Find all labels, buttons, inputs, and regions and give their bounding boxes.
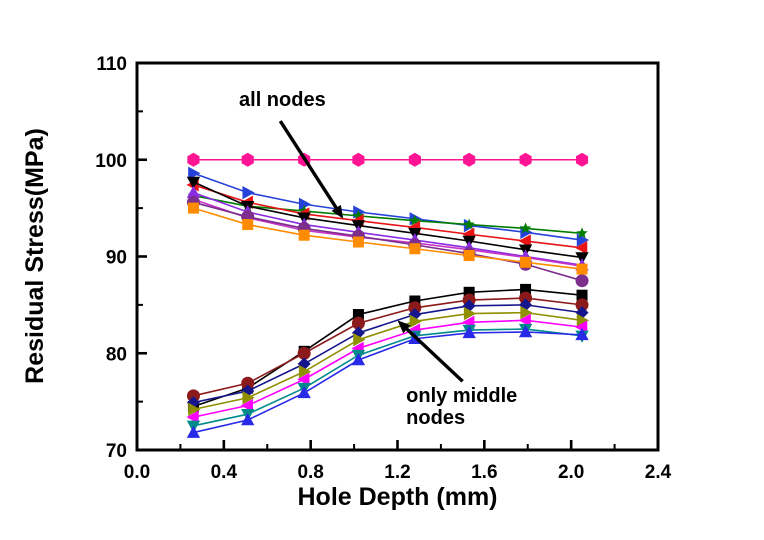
annotation-text: all nodes: [239, 89, 326, 111]
series-middle-nodes-5: [186, 313, 588, 424]
plot-frame: [135, 61, 660, 452]
tick-labels: 0.0 0.4 0.8 1.2 1.6 2.0 2.4 70 80 90 100 110: [95, 54, 671, 483]
x-tick-label: 0.8: [297, 462, 323, 483]
x-tick-label: 2.0: [558, 462, 584, 483]
y-tick-label: 70: [106, 441, 127, 462]
series-middle-nodes-7: [186, 324, 589, 438]
y-tick-label: 110: [96, 54, 127, 75]
series-all-nodes-8: [187, 202, 588, 275]
series-reference-100MPa: [187, 152, 589, 167]
x-tick-label: 1.2: [384, 462, 410, 483]
x-tick-label: 1.6: [471, 462, 497, 483]
x-tick-label: 2.4: [645, 462, 672, 483]
y-tick-label: 90: [106, 248, 127, 269]
x-tick-label: 0.4: [211, 462, 238, 483]
annotation-text: only middle nodes: [406, 385, 517, 429]
series-middle-nodes-4: [188, 305, 590, 417]
x-axis-label: Hole Depth (mm): [297, 483, 498, 511]
x-tick-label: 0.0: [124, 462, 150, 483]
y-tick-label: 100: [95, 151, 127, 172]
annotation-only-middle-nodes-label: only middle nodes: [397, 320, 517, 429]
y-tick-label: 80: [106, 344, 127, 365]
annotation-all-nodes-label: all nodes: [239, 89, 344, 219]
